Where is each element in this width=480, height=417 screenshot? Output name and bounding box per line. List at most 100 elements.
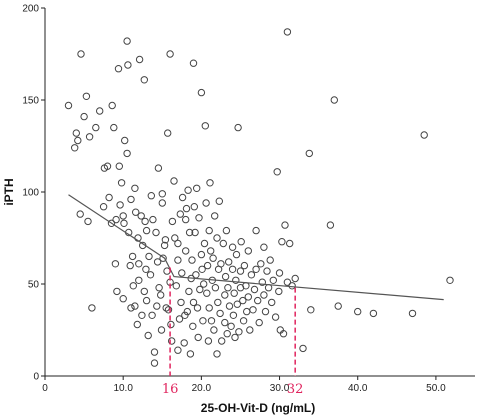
data-point — [108, 101, 116, 110]
data-point — [149, 215, 157, 224]
data-point — [138, 311, 146, 319]
data-point — [334, 302, 342, 310]
x-tick-label: 30.0 — [270, 383, 290, 394]
data-point — [305, 149, 313, 158]
data-point — [133, 320, 142, 329]
data-point — [135, 260, 143, 268]
y-tick-label: 50 — [28, 280, 40, 291]
data-point — [174, 346, 182, 354]
fit-line — [68, 194, 444, 301]
data-point — [206, 179, 214, 187]
data-point — [150, 359, 159, 367]
data-point — [210, 326, 218, 334]
data-point — [283, 28, 292, 36]
data-point — [203, 289, 211, 297]
data-point — [76, 210, 84, 218]
data-point — [275, 269, 284, 277]
data-point — [191, 228, 199, 237]
data-point — [207, 317, 216, 325]
data-point — [74, 136, 82, 145]
data-point — [217, 260, 225, 268]
threshold-layer: 16 32 — [162, 267, 303, 397]
data-point — [196, 285, 204, 294]
data-point — [115, 162, 124, 170]
data-point — [112, 215, 120, 224]
data-point — [126, 261, 134, 270]
data-point — [446, 276, 454, 284]
data-point — [211, 284, 220, 292]
y-tick-label: 0 — [33, 372, 39, 383]
tick-layer: 0 10.0 20.0 30.0 40.0 50.0 0 50 100 150 200 — [22, 4, 446, 395]
data-point — [278, 238, 286, 246]
data-point — [150, 348, 159, 356]
data-point — [190, 203, 199, 211]
x-tick-label: 20.0 — [192, 383, 212, 394]
data-point — [260, 243, 268, 251]
data-point — [250, 285, 259, 294]
data-point — [80, 112, 88, 121]
data-point — [155, 284, 163, 292]
data-point — [288, 282, 296, 290]
data-point — [113, 287, 121, 296]
data-point — [252, 226, 260, 235]
data-point — [232, 276, 240, 284]
data-point — [92, 123, 100, 132]
data-point — [176, 210, 185, 218]
data-point — [252, 265, 260, 273]
data-point — [215, 197, 224, 205]
data-point — [232, 250, 241, 259]
data-point — [182, 204, 191, 213]
data-point — [186, 350, 195, 358]
data-point — [266, 256, 274, 264]
data-point — [227, 322, 235, 330]
data-point — [103, 162, 112, 170]
data-point — [221, 272, 230, 281]
data-point — [189, 298, 198, 307]
data-point — [199, 317, 207, 325]
data-point — [247, 271, 256, 279]
data-point — [271, 313, 280, 321]
data-point — [235, 328, 243, 336]
data-point — [354, 307, 362, 316]
data-point — [119, 212, 127, 220]
data-point — [147, 192, 156, 200]
x-axis-title: 25-OH-Vit-D (ng/mL) — [201, 401, 315, 415]
data-point — [258, 278, 266, 286]
data-point — [221, 291, 229, 299]
x-tick-label: 40.0 — [348, 383, 368, 394]
data-point — [158, 190, 167, 198]
data-point — [144, 331, 152, 340]
data-point — [205, 226, 213, 235]
data-point — [255, 318, 263, 327]
data-point — [129, 282, 138, 290]
data-point — [249, 306, 257, 314]
data-point — [124, 61, 132, 69]
data-point — [330, 96, 338, 104]
y-axis-title: iPTH — [2, 178, 16, 205]
data-point — [192, 271, 200, 279]
data-point — [228, 243, 237, 251]
data-point — [120, 219, 128, 228]
data-point — [197, 88, 206, 97]
data-point — [213, 234, 221, 242]
data-point — [279, 330, 288, 338]
data-point — [211, 212, 219, 220]
data-point — [230, 289, 238, 297]
data-point — [369, 309, 378, 318]
data-point — [178, 193, 187, 202]
data-point — [77, 50, 85, 58]
data-point — [254, 296, 262, 305]
data-point — [96, 107, 104, 115]
data-point — [246, 326, 254, 334]
data-point — [193, 184, 201, 193]
data-point — [145, 252, 153, 261]
data-point — [200, 280, 208, 288]
data-point — [132, 208, 140, 216]
data-point — [131, 184, 139, 193]
data-point — [207, 247, 215, 255]
data-point — [154, 164, 163, 172]
x-tick-label: 50.0 — [426, 383, 446, 394]
data-point — [119, 295, 127, 303]
data-point — [85, 133, 94, 141]
